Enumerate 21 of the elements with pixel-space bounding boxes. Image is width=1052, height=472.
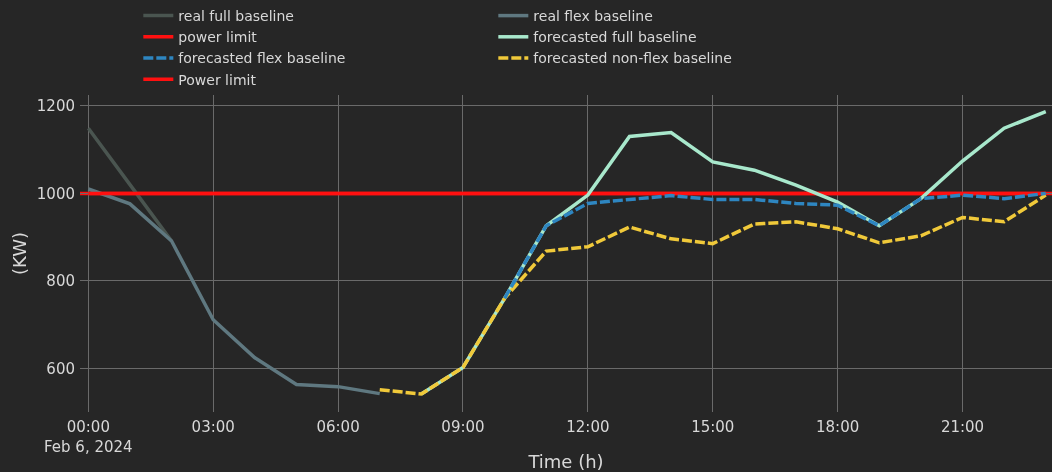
y-tick-label: 800	[46, 272, 75, 291]
y-tick-label: 600	[46, 359, 75, 378]
legend-label: Power limit	[178, 71, 257, 88]
legend-label: power limit	[178, 29, 258, 46]
legend-label: forecasted non-flex baseline	[533, 50, 732, 67]
x-tick-label: 18:00	[816, 418, 860, 436]
x-tick-label: 00:00 Feb 6, 2024	[44, 418, 133, 456]
x-tick-label: 12:00	[566, 418, 610, 436]
x-tick-label: 09:00	[441, 418, 485, 436]
legend-label: forecasted flex baseline	[178, 50, 346, 67]
y-tick-label: 1200	[36, 97, 75, 116]
x-tick-label: 21:00	[940, 418, 985, 436]
legend-label: forecasted full baseline	[533, 29, 697, 46]
y-tick-label: 1000	[36, 184, 75, 203]
legend-label: real full baseline	[178, 8, 294, 25]
x-axis-title: Time (h)	[527, 451, 604, 472]
x-tick-label: 15:00	[691, 418, 735, 436]
x-tick-label: 03:00	[191, 418, 235, 436]
legend-label: real flex baseline	[533, 8, 653, 25]
y-axis-title: (KW)	[8, 231, 30, 276]
x-tick-label: 06:00	[316, 418, 360, 436]
